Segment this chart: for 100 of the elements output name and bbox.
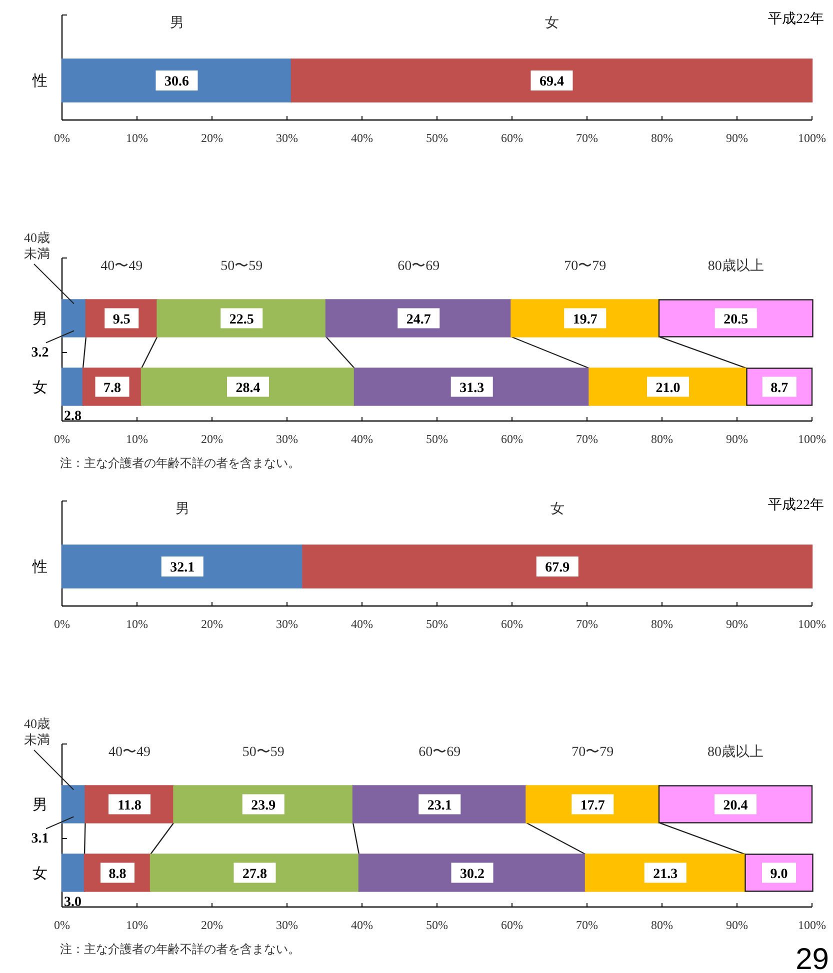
x-tick-label: 50% — [426, 918, 448, 932]
text: 注：主な介護者の年齢不詳の者を含まない。 — [60, 942, 300, 956]
y-tick-label: 男 — [32, 797, 48, 814]
x-tick-label: 90% — [726, 432, 748, 446]
series-label: 70〜79 — [572, 745, 614, 760]
data-label: 3.0 — [64, 895, 82, 910]
x-tick-label: 50% — [426, 432, 448, 446]
text: 男 — [175, 502, 190, 517]
data-label: 19.7 — [572, 312, 598, 328]
x-tick-label: 40% — [351, 131, 373, 145]
data-label: 20.5 — [724, 312, 748, 328]
x-tick-label: 50% — [426, 131, 448, 145]
data-label: 7.8 — [104, 380, 121, 396]
text: 女 — [544, 15, 559, 31]
x-tick-label: 80% — [651, 432, 673, 446]
series-label: 60〜69 — [398, 259, 440, 274]
x-tick-label: 20% — [201, 432, 223, 446]
bar — [325, 299, 512, 338]
bar — [354, 368, 590, 406]
data-label: 3.2 — [31, 346, 49, 361]
y-tick-label: 男 — [32, 311, 48, 328]
bar — [588, 368, 748, 406]
series-label: 70〜79 — [564, 259, 606, 274]
x-tick-label: 30% — [276, 617, 298, 631]
bar — [150, 854, 360, 892]
x-tick-label: 50% — [426, 617, 448, 631]
bar — [584, 854, 746, 892]
data-label: 30.6 — [164, 74, 189, 90]
data-label: 2.8 — [64, 409, 82, 424]
x-tick-label: 40% — [351, 432, 373, 446]
x-tick-label: 20% — [201, 617, 223, 631]
x-tick-label: 0% — [54, 617, 70, 631]
x-tick-label: 80% — [651, 617, 673, 631]
data-label: 32.1 — [170, 560, 195, 576]
x-tick-label: 30% — [276, 918, 298, 932]
x-tick-label: 10% — [126, 918, 148, 932]
y-tick-label: 女 — [32, 864, 48, 882]
bar — [358, 854, 586, 892]
data-label: 20.4 — [723, 798, 748, 814]
x-tick-label: 60% — [501, 432, 523, 446]
text: 女 — [550, 501, 564, 517]
x-tick-label: 80% — [651, 131, 673, 145]
data-label: 3.1 — [31, 832, 49, 847]
x-tick-label: 100% — [798, 432, 826, 446]
y-tick-label: 性 — [32, 72, 48, 90]
data-label: 69.4 — [540, 74, 564, 90]
x-tick-label: 10% — [126, 131, 148, 145]
x-tick-label: 10% — [126, 432, 148, 446]
bar — [173, 785, 354, 824]
x-tick-label: 10% — [126, 617, 148, 631]
x-tick-label: 40% — [351, 617, 373, 631]
text: 40歳未満 — [24, 716, 50, 747]
x-tick-label: 0% — [54, 918, 70, 932]
data-label: 17.7 — [580, 798, 605, 814]
data-label: 9.0 — [770, 866, 788, 882]
bar — [61, 854, 86, 892]
x-tick-label: 100% — [798, 918, 826, 932]
x-tick-label: 30% — [276, 131, 298, 145]
bar — [61, 299, 87, 338]
text: 29 — [796, 943, 829, 973]
x-tick-label: 100% — [798, 617, 826, 631]
series-label: 40〜49 — [108, 745, 150, 760]
x-tick-label: 100% — [798, 131, 826, 145]
bar — [352, 785, 527, 824]
chart-subtitle: 平成22年 — [768, 497, 824, 513]
x-tick-label: 90% — [726, 617, 748, 631]
series-label: 50〜59 — [242, 745, 284, 760]
series-label: 60〜69 — [418, 745, 461, 760]
data-label: 8.8 — [108, 866, 126, 882]
x-tick-label: 30% — [276, 432, 298, 446]
x-tick-label: 60% — [501, 918, 523, 932]
text: 注：主な介護者の年齢不詳の者を含まない。 — [60, 456, 300, 470]
series-label: 80歳以上 — [708, 258, 764, 274]
data-label: 22.5 — [229, 312, 254, 328]
x-tick-label: 90% — [726, 131, 748, 145]
x-tick-label: 0% — [54, 131, 70, 145]
x-tick-label: 70% — [576, 918, 598, 932]
data-label: 67.9 — [545, 560, 570, 576]
series-label: 50〜59 — [220, 259, 263, 274]
bar — [140, 368, 356, 406]
data-label: 23.1 — [427, 798, 452, 814]
series-label: 80歳以上 — [708, 744, 764, 760]
data-label: 9.5 — [112, 312, 130, 328]
x-tick-label: 60% — [501, 131, 523, 145]
data-label: 27.8 — [242, 866, 267, 882]
x-tick-label: 20% — [201, 918, 223, 932]
x-tick-label: 70% — [576, 131, 598, 145]
x-tick-label: 0% — [54, 432, 70, 446]
y-tick-label: 性 — [32, 558, 48, 576]
y-tick-label: 女 — [32, 378, 48, 396]
data-label: 30.2 — [460, 866, 484, 882]
text: 男 — [170, 16, 184, 31]
bar — [61, 785, 86, 824]
data-label: 21.0 — [656, 380, 680, 396]
x-tick-label: 40% — [351, 918, 373, 932]
bar — [156, 299, 327, 338]
series-label: 40〜49 — [100, 259, 143, 274]
data-label: 24.7 — [406, 312, 431, 328]
bar — [61, 368, 84, 406]
data-label: 8.7 — [770, 380, 788, 396]
